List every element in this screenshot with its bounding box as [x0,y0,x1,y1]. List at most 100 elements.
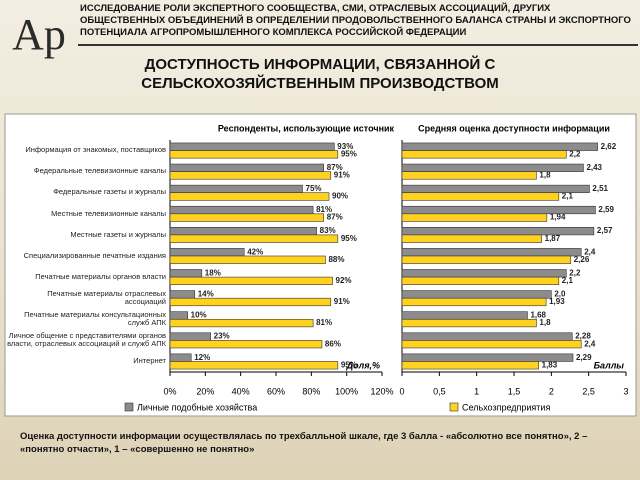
bar [169,311,188,320]
legend-swatch [449,402,459,412]
value-label: 88% [328,255,344,264]
value-label: 2,43 [586,163,602,172]
value-label: 86% [325,339,341,348]
bar [169,269,203,278]
category-label: Специализированные печатные издания [23,250,166,260]
bar [169,318,314,328]
x-tick-label: 1 [474,386,479,396]
bar [169,234,339,243]
value-label: 1,8 [539,318,551,327]
x-tick-label: 2,5 [582,386,595,396]
value-label: 2,2 [569,268,581,277]
value-label: 2,57 [597,226,613,235]
category-label: Печатные материалы отраслевых ассоциаций [47,288,166,307]
value-label: 1,68 [530,311,546,320]
value-label: 1,94 [550,213,566,222]
bar [401,205,596,215]
value-label: 12% [194,353,210,362]
bar [169,171,332,180]
category-label: Федеральные телевизионные каналы [33,166,166,176]
legend-swatch [124,402,134,412]
bar [169,184,303,194]
category-label: Интернет [133,356,166,366]
bar [401,213,548,222]
value-label: 18% [205,268,221,277]
value-label: 2,4 [584,247,596,256]
bar [401,297,547,307]
value-label: 2,1 [562,192,574,201]
value-label: 14% [198,289,214,298]
bar [401,227,595,236]
bar [169,163,324,172]
value-label: 87% [327,163,343,172]
x-tick-label: 40% [232,386,250,396]
value-label: 1,8 [539,171,551,180]
logo: Ар [12,10,66,59]
bar [401,171,537,180]
value-label: 2,2 [569,149,581,158]
bar [401,248,582,257]
value-label: 2,59 [598,205,614,214]
category-label: Печатные материалы консультационных служ… [24,309,166,328]
axis-label: Доля,% [346,360,380,370]
bar [401,192,560,201]
category-label: Местные газеты и журналы [70,229,166,239]
bar [169,340,323,349]
category-label: Печатные материалы органов власти [35,271,166,281]
bar [169,227,317,236]
header-text: ИССЛЕДОВАНИЕ РОЛИ ЭКСПЕРТНОГО СООБЩЕСТВА… [80,3,631,38]
value-label: 2,4 [584,339,596,348]
value-label: 2,28 [575,332,591,341]
value-label: 75% [306,184,322,193]
bar [169,150,339,159]
x-tick-label: 100% [335,386,358,396]
bar [169,332,211,341]
bar [401,276,560,285]
x-tick-label: 120% [370,386,393,396]
value-label: 2,29 [576,353,592,362]
bar [169,213,324,222]
value-label: 91% [334,171,350,180]
x-tick-label: 0 [399,386,404,396]
value-label: 2,1 [562,276,574,285]
x-tick-label: 2 [549,386,554,396]
value-label: 83% [320,226,336,235]
header-rule [78,44,638,46]
x-tick-label: 0,5 [433,386,446,396]
bar [401,163,584,172]
bar [401,332,573,341]
x-tick-label: 1,5 [508,386,521,396]
x-tick-label: 80% [302,386,320,396]
bar [169,248,245,257]
value-label: 92% [336,276,352,285]
bar [401,269,567,278]
bar [169,142,335,151]
bar [401,290,552,299]
bar [401,255,572,264]
value-label: 2,0 [554,289,566,298]
value-label: 1,83 [542,360,558,369]
value-label: 95% [341,360,357,369]
bar [401,361,539,370]
value-label: 2,62 [601,142,617,151]
category-label: Федеральные газеты и журналы [53,187,166,197]
category-label: Личное общение с представителями органов… [7,330,166,349]
axis-label: Баллы [594,360,625,370]
value-label: 95% [341,149,357,158]
category-label: Информация от знакомых, поставщиков [25,145,166,155]
value-label: 95% [341,234,357,243]
value-label: 81% [316,318,332,327]
legend-label: Личные подобные хозяйства [137,402,257,412]
bar [401,311,528,320]
bar [401,234,542,243]
bar [169,205,314,215]
value-label: 2,51 [592,184,608,193]
chart-subtitle: Респонденты, использующие источник [218,123,395,133]
value-label: 93% [337,142,353,151]
bar [169,290,196,299]
value-label: 1,93 [549,297,565,306]
bar [401,150,567,159]
bar [169,353,192,362]
